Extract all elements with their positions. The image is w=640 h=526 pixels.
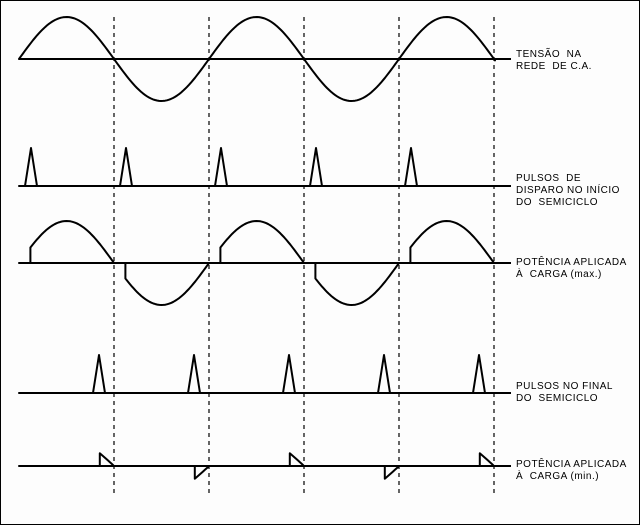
label-pulses_late: PULSOS NO FINAL DO SEMICICLO — [516, 381, 613, 405]
label-power_max: POTÊNCIA APLICADA À CARGA (max.) — [516, 257, 627, 281]
label-power_min: POTÊNCIA APLICADA À CARGA (min.) — [516, 459, 627, 483]
waveform-diagram: TENSÃO NA REDE DE C.A. PULSOS DE DISPARO … — [0, 0, 640, 525]
label-pulses_early: PULSOS DE DISPARO NO INÍCIO DO SEMICICLO — [516, 173, 620, 209]
label-ac: TENSÃO NA REDE DE C.A. — [516, 49, 592, 73]
